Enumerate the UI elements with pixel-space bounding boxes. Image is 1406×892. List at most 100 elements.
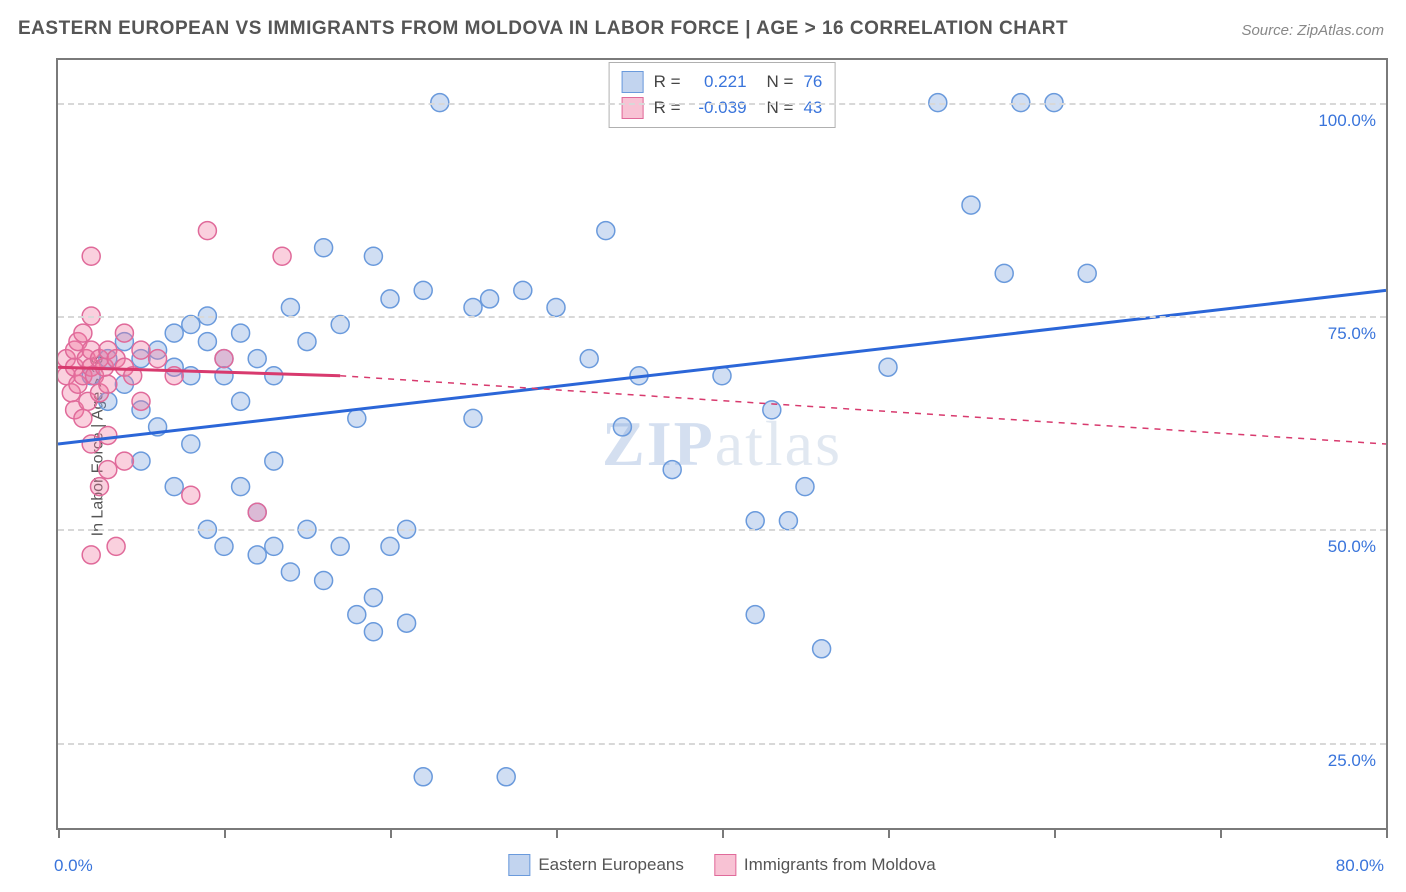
scatter-point (547, 298, 565, 316)
scatter-point (398, 614, 416, 632)
scatter-point (331, 537, 349, 555)
legend-r-label: R = (654, 98, 681, 118)
scatter-point (215, 537, 233, 555)
plot-svg (58, 60, 1386, 828)
scatter-point (348, 409, 366, 427)
legend-r-label: R = (654, 72, 681, 92)
scatter-point (149, 350, 167, 368)
x-tick (390, 828, 392, 838)
scatter-point (481, 290, 499, 308)
scatter-point (315, 572, 333, 590)
scatter-point (298, 333, 316, 351)
grid-line (58, 103, 1386, 105)
legend-swatch (508, 854, 530, 876)
x-tick (556, 828, 558, 838)
chart-title: EASTERN EUROPEAN VS IMMIGRANTS FROM MOLD… (18, 18, 1068, 40)
legend-n-value: 76 (803, 72, 822, 92)
x-tick (722, 828, 724, 838)
y-tick-label: 100.0% (1318, 111, 1376, 131)
scatter-point (331, 316, 349, 334)
legend-r-value: -0.039 (691, 98, 747, 118)
scatter-point (215, 350, 233, 368)
scatter-point (1078, 264, 1096, 282)
scatter-point (364, 623, 382, 641)
legend-bottom-item: Immigrants from Moldova (714, 854, 936, 876)
source-label: Source: ZipAtlas.com (1241, 22, 1384, 39)
grid-line (58, 743, 1386, 745)
scatter-point (995, 264, 1013, 282)
legend-series-label: Eastern Europeans (538, 855, 684, 875)
scatter-point (182, 435, 200, 453)
legend-n-label: N = (767, 98, 794, 118)
scatter-point (182, 367, 200, 385)
scatter-point (165, 478, 183, 496)
scatter-point (381, 290, 399, 308)
scatter-point (82, 546, 100, 564)
scatter-point (248, 503, 266, 521)
scatter-point (99, 375, 117, 393)
scatter-point (74, 324, 92, 342)
y-tick-label: 25.0% (1328, 751, 1376, 771)
scatter-point (182, 486, 200, 504)
scatter-point (265, 537, 283, 555)
scatter-point (232, 478, 250, 496)
legend-top-row: R = 0.221 N = 76 (622, 69, 823, 95)
scatter-point (746, 606, 764, 624)
scatter-point (99, 426, 117, 444)
scatter-point (91, 478, 109, 496)
scatter-point (779, 512, 797, 530)
legend-swatch (714, 854, 736, 876)
scatter-point (796, 478, 814, 496)
scatter-point (82, 247, 100, 265)
scatter-point (580, 350, 598, 368)
scatter-point (132, 452, 150, 470)
scatter-point (115, 452, 133, 470)
legend-top: R = 0.221 N = 76 R = -0.039 N = 43 (609, 62, 836, 128)
scatter-point (879, 358, 897, 376)
x-tick (224, 828, 226, 838)
x-tick (1220, 828, 1222, 838)
scatter-point (281, 298, 299, 316)
scatter-point (663, 461, 681, 479)
legend-n-value: 43 (803, 98, 822, 118)
scatter-point (107, 537, 125, 555)
scatter-point (273, 247, 291, 265)
legend-bottom: Eastern Europeans Immigrants from Moldova (508, 854, 935, 876)
scatter-point (746, 512, 764, 530)
legend-r-value: 0.221 (691, 72, 747, 92)
x-tick-label: 0.0% (54, 856, 93, 876)
scatter-point (265, 452, 283, 470)
scatter-point (281, 563, 299, 581)
scatter-point (813, 640, 831, 658)
scatter-point (348, 606, 366, 624)
scatter-point (74, 409, 92, 427)
legend-series-label: Immigrants from Moldova (744, 855, 936, 875)
scatter-point (464, 298, 482, 316)
legend-swatch (622, 71, 644, 93)
correlation-chart: EASTERN EUROPEAN VS IMMIGRANTS FROM MOLD… (0, 0, 1406, 892)
grid-line (58, 529, 1386, 531)
x-tick (1054, 828, 1056, 838)
scatter-point (497, 768, 515, 786)
scatter-point (414, 281, 432, 299)
scatter-point (464, 409, 482, 427)
scatter-point (962, 196, 980, 214)
scatter-point (248, 350, 266, 368)
scatter-point (613, 418, 631, 436)
scatter-point (215, 367, 233, 385)
legend-n-label: N = (767, 72, 794, 92)
scatter-point (381, 537, 399, 555)
scatter-point (514, 281, 532, 299)
x-tick (1386, 828, 1388, 838)
x-tick (58, 828, 60, 838)
scatter-point (315, 239, 333, 257)
legend-top-row: R = -0.039 N = 43 (622, 95, 823, 121)
scatter-point (132, 392, 150, 410)
x-tick-label: 80.0% (1336, 856, 1384, 876)
scatter-point (198, 333, 216, 351)
scatter-point (182, 316, 200, 334)
scatter-point (364, 247, 382, 265)
legend-swatch (622, 97, 644, 119)
scatter-point (248, 546, 266, 564)
scatter-point (165, 324, 183, 342)
